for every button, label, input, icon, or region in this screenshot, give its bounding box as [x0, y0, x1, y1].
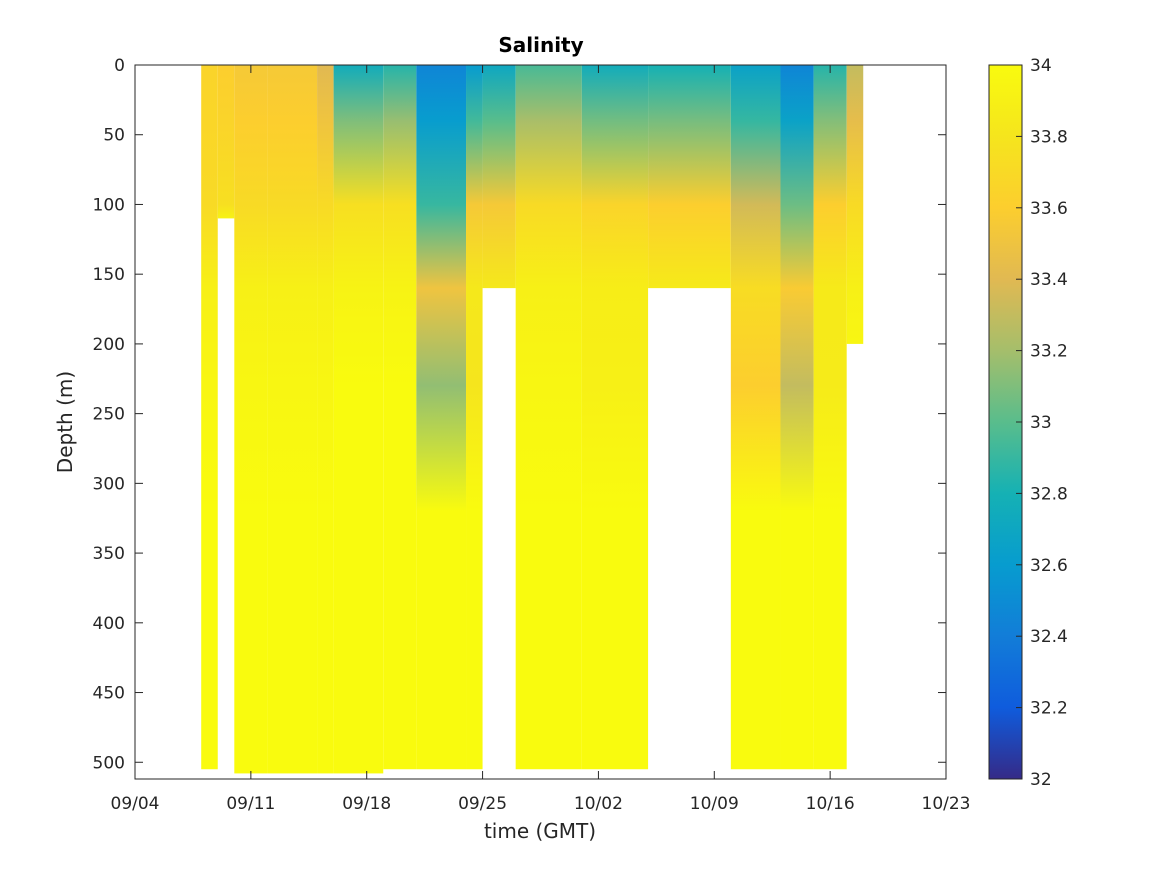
colorbar-tick-label: 32.4: [1030, 627, 1068, 647]
heatmap-column: [317, 65, 334, 774]
x-tick-label: 09/04: [111, 794, 160, 814]
y-tick-label: 350: [93, 544, 125, 564]
y-tick-label: 250: [93, 405, 125, 425]
heatmap-column: [201, 65, 218, 770]
x-tick-label: 09/25: [458, 794, 507, 814]
x-axis-ticks: 09/04 09/11 09/18 09/25 10/02 10/09 10/16 10/23: [111, 65, 971, 814]
heatmap-column: [813, 65, 847, 770]
colorbar-tick-label: 32.2: [1030, 699, 1068, 719]
colorbar-tick-label: 32: [1030, 770, 1052, 790]
colorbar-tick-label: 33.6: [1030, 199, 1068, 219]
y-tick-label: 300: [93, 474, 125, 494]
y-axis-ticks: 0 50 100 150 200 250 300 350 400 450 500: [93, 56, 946, 773]
x-axis-label: time (GMT): [484, 819, 596, 843]
y-tick-label: 0: [114, 56, 125, 76]
heatmap-column: [267, 65, 318, 774]
colorbar-tick-label: 33.4: [1030, 270, 1068, 290]
data-layer: [201, 65, 864, 774]
heatmap-column: [333, 65, 384, 774]
y-tick-label: 200: [93, 335, 125, 355]
y-tick-label: 500: [93, 753, 125, 773]
colorbar-tick-label: 33.2: [1030, 342, 1068, 362]
y-tick-label: 100: [93, 195, 125, 215]
heatmap-column: [515, 65, 582, 770]
heatmap-column: [648, 65, 731, 289]
x-tick-label: 10/02: [574, 794, 623, 814]
heatmap-column: [482, 65, 516, 289]
colorbar-tick-label: 32.6: [1030, 556, 1068, 576]
y-tick-label: 450: [93, 684, 125, 704]
colorbar-tick-label: 32.8: [1030, 484, 1068, 504]
y-tick-label: 150: [93, 265, 125, 285]
heatmap-column: [217, 65, 235, 219]
x-tick-label: 10/16: [806, 794, 855, 814]
heatmap-column: [383, 65, 417, 770]
plot-frame: [134, 64, 947, 780]
heatmap-column: [581, 65, 649, 770]
colorbar-tick-label: 33.8: [1030, 127, 1068, 147]
heatmap-column: [466, 65, 483, 770]
heatmap-column: [846, 65, 864, 344]
x-tick-label: 09/11: [226, 794, 275, 814]
y-tick-label: 50: [103, 126, 125, 146]
chart-title: Salinity: [498, 33, 583, 57]
heatmap-column: [234, 65, 268, 774]
heatmap-column: [780, 65, 814, 770]
heatmap-column: [730, 65, 781, 770]
colorbar: 32 32.2 32.4 32.6 32.8 33 33.2 33.4 33.6 33.8 34: [988, 56, 1068, 790]
heatmap-column: [416, 65, 467, 770]
plot-area: 09/04 09/11 09/18 09/25 10/02 10/09 10/16 10/23…: [93, 56, 971, 814]
colorbar-tick-label: 33: [1030, 413, 1052, 433]
y-tick-label: 400: [93, 614, 125, 634]
x-tick-label: 09/18: [342, 794, 391, 814]
colorbar-ticks: 32 32.2 32.4 32.6 32.8 33 33.2 33.4 33.6 33.8 34: [1016, 56, 1068, 790]
y-axis-label: Depth (m): [53, 371, 77, 473]
colorbar-tick-label: 34: [1030, 56, 1052, 76]
x-tick-label: 10/09: [690, 794, 739, 814]
x-tick-label: 10/23: [922, 794, 971, 814]
